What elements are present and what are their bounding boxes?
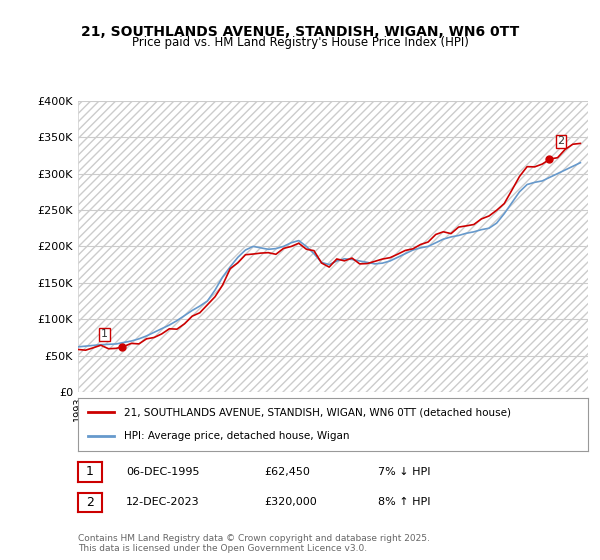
Text: 21, SOUTHLANDS AVENUE, STANDISH, WIGAN, WN6 0TT (detached house): 21, SOUTHLANDS AVENUE, STANDISH, WIGAN, … <box>124 408 511 418</box>
Text: 21, SOUTHLANDS AVENUE, STANDISH, WIGAN, WN6 0TT: 21, SOUTHLANDS AVENUE, STANDISH, WIGAN, … <box>81 25 519 39</box>
Text: £320,000: £320,000 <box>264 497 317 507</box>
Text: 7% ↓ HPI: 7% ↓ HPI <box>378 466 431 477</box>
Text: Price paid vs. HM Land Registry's House Price Index (HPI): Price paid vs. HM Land Registry's House … <box>131 36 469 49</box>
Text: Contains HM Land Registry data © Crown copyright and database right 2025.
This d: Contains HM Land Registry data © Crown c… <box>78 534 430 553</box>
Text: £62,450: £62,450 <box>264 466 310 477</box>
Text: 2: 2 <box>86 496 94 509</box>
Text: 06-DEC-1995: 06-DEC-1995 <box>126 466 199 477</box>
Text: 2: 2 <box>557 137 565 147</box>
Text: HPI: Average price, detached house, Wigan: HPI: Average price, detached house, Wiga… <box>124 431 349 441</box>
Text: 8% ↑ HPI: 8% ↑ HPI <box>378 497 431 507</box>
Text: 1: 1 <box>86 465 94 478</box>
Text: 12-DEC-2023: 12-DEC-2023 <box>126 497 200 507</box>
Text: 1: 1 <box>101 329 108 339</box>
